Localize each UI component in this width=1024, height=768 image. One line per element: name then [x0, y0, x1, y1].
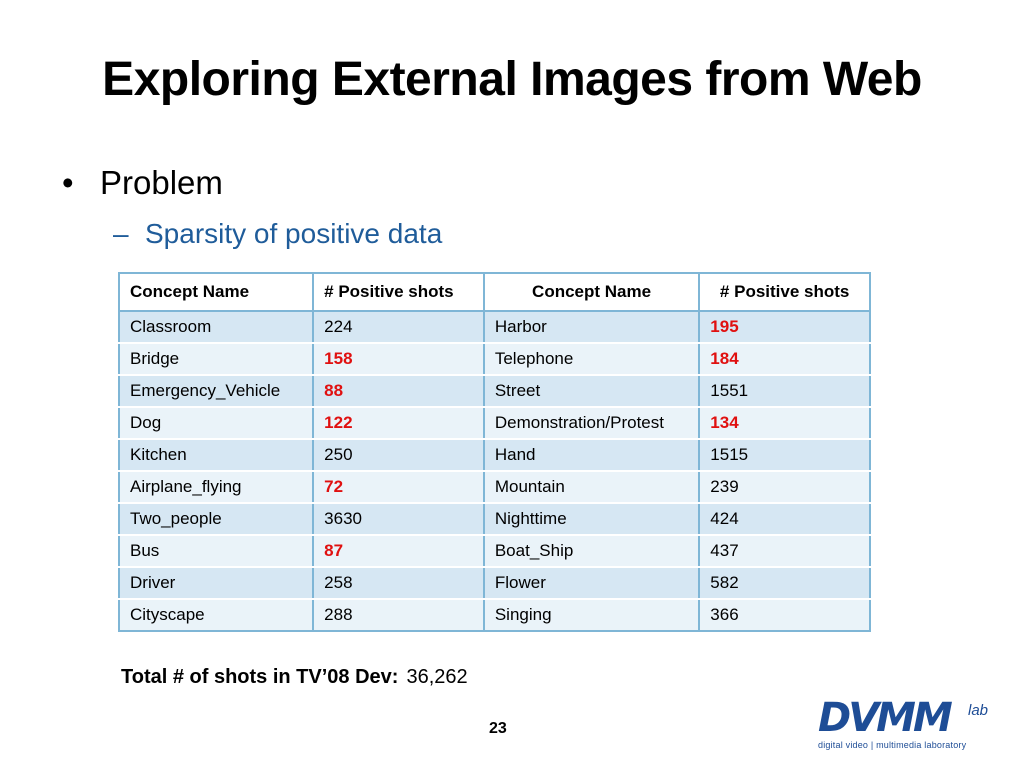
concept-cell: Bus — [117, 534, 315, 568]
shots-cell: 224 — [312, 310, 485, 344]
table-row: Two_people 3630 Nighttime 424 — [117, 502, 871, 536]
concept-cell: Cityscape — [117, 598, 315, 632]
total-value: 36,262 — [406, 666, 468, 688]
shots-cell: 250 — [312, 438, 485, 472]
concept-cell: Telephone — [482, 342, 701, 376]
dash-icon: – — [113, 218, 129, 249]
total-label: Total # of shots in TV’08 Dev: — [121, 666, 399, 688]
shots-cell: 134 — [698, 406, 871, 440]
header-concept-name-2: Concept Name — [482, 272, 701, 312]
concept-cell: Driver — [117, 566, 315, 600]
concept-cell: Bridge — [117, 342, 315, 376]
bullet-dot-icon: • — [62, 164, 74, 201]
shots-cell: 288 — [312, 598, 485, 632]
bullet-text: Problem — [100, 164, 223, 201]
concept-cell: Boat_Ship — [482, 534, 701, 568]
table-row: Airplane_flying 72 Mountain 239 — [117, 470, 871, 504]
concept-cell: Flower — [482, 566, 701, 600]
concept-cell: Singing — [482, 598, 701, 632]
shots-cell: 195 — [698, 310, 871, 344]
shots-cell: 158 — [312, 342, 485, 376]
table-body: Classroom 224 Harbor 195 Bridge 158 Telephone 1… — [117, 310, 871, 632]
concept-cell: Hand — [482, 438, 701, 472]
shots-cell: 87 — [312, 534, 485, 568]
shots-cell: 258 — [312, 566, 485, 600]
page-number: 23 — [489, 720, 507, 737]
table-row: Dog 122 Demonstration/Protest 134 — [117, 406, 871, 440]
slide-title: Exploring External Images from Web — [102, 53, 922, 106]
concept-cell: Nighttime — [482, 502, 701, 536]
shots-cell: 1551 — [698, 374, 871, 408]
concept-cell: Kitchen — [117, 438, 315, 472]
concept-table: Concept Name # Positive shots Concept Na… — [117, 272, 871, 632]
header-positive-shots-1: # Positive shots — [312, 272, 485, 312]
table-row: Kitchen 250 Hand 1515 — [117, 438, 871, 472]
header-positive-shots-2: # Positive shots — [698, 272, 871, 312]
concept-cell: Airplane_flying — [117, 470, 315, 504]
concept-cell: Classroom — [117, 310, 315, 344]
total-shots: Total # of shots in TV’08 Dev: 36,262 — [121, 666, 468, 689]
shots-cell: 3630 — [312, 502, 485, 536]
table-row: Bus 87 Boat_Ship 437 — [117, 534, 871, 568]
shots-cell: 366 — [698, 598, 871, 632]
table-row: Cityscape 288 Singing 366 — [117, 598, 871, 632]
table-row: Emergency_Vehicle 88 Street 1551 — [117, 374, 871, 408]
logo-mark: DVMM — [818, 695, 953, 741]
shots-cell: 437 — [698, 534, 871, 568]
table-row: Bridge 158 Telephone 184 — [117, 342, 871, 376]
concept-cell: Dog — [117, 406, 315, 440]
sub-bullet-sparsity: – Sparsity of positive data — [113, 218, 442, 250]
header-concept-name-1: Concept Name — [117, 272, 315, 312]
logo-tagline: digital video | multimedia laboratory — [818, 740, 967, 750]
concept-cell: Harbor — [482, 310, 701, 344]
concept-cell: Emergency_Vehicle — [117, 374, 315, 408]
concept-cell: Street — [482, 374, 701, 408]
shots-cell: 184 — [698, 342, 871, 376]
shots-cell: 582 — [698, 566, 871, 600]
shots-cell: 122 — [312, 406, 485, 440]
shots-cell: 72 — [312, 470, 485, 504]
bullet-problem: • Problem — [62, 164, 223, 202]
table-row: Driver 258 Flower 582 — [117, 566, 871, 600]
shots-cell: 239 — [698, 470, 871, 504]
dvmm-logo: DVMM lab digital video | multimedia labo… — [818, 696, 994, 752]
concept-cell: Demonstration/Protest — [482, 406, 701, 440]
shots-cell: 1515 — [698, 438, 871, 472]
concept-cell: Two_people — [117, 502, 315, 536]
table-row: Classroom 224 Harbor 195 — [117, 310, 871, 344]
logo-lab: lab — [968, 702, 989, 719]
shots-cell: 424 — [698, 502, 871, 536]
sub-bullet-text: Sparsity of positive data — [145, 218, 443, 249]
table-header-row: Concept Name # Positive shots Concept Na… — [117, 272, 871, 312]
shots-cell: 88 — [312, 374, 485, 408]
concept-cell: Mountain — [482, 470, 701, 504]
